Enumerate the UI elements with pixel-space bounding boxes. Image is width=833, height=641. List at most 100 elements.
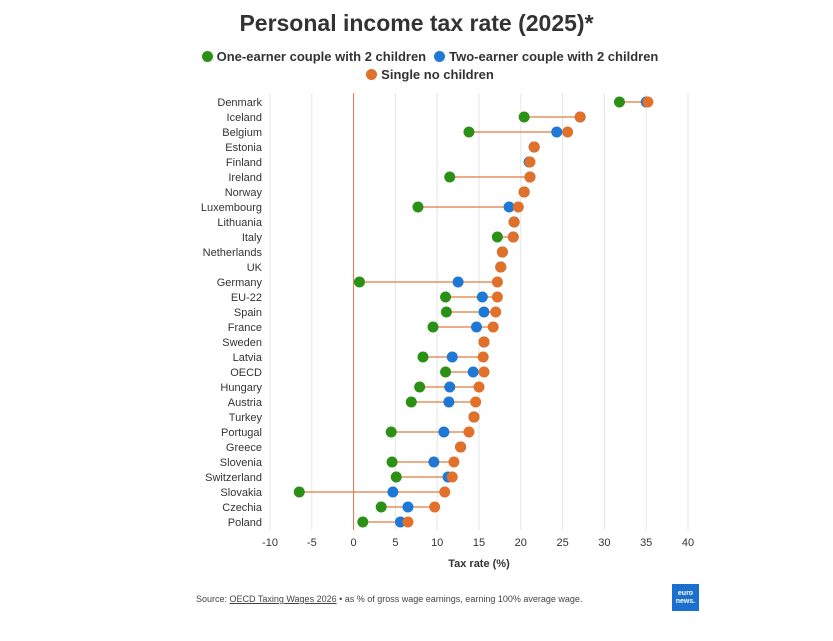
category-label: Slovenia xyxy=(220,457,263,469)
dot-one_earner xyxy=(440,306,452,318)
dot-one_earner xyxy=(427,321,439,333)
category-label: Italy xyxy=(242,232,263,244)
category-label: Poland xyxy=(228,517,262,529)
dot-single xyxy=(562,126,574,138)
category-label: Turkey xyxy=(229,412,263,424)
dot-two_earner xyxy=(387,486,399,498)
category-label: Switzerland xyxy=(205,472,262,484)
dot-single xyxy=(518,186,530,198)
dot-two_earner xyxy=(446,351,458,363)
dot-one_earner xyxy=(353,276,365,288)
x-tick-label: 10 xyxy=(431,537,443,549)
category-label: Belgium xyxy=(222,127,262,139)
dot-single xyxy=(477,351,489,363)
dot-one_earner xyxy=(414,381,426,393)
dot-single xyxy=(508,216,520,228)
category-label: Czechia xyxy=(222,502,263,514)
dot-two_earner xyxy=(428,456,440,468)
dot-single xyxy=(491,291,503,303)
dot-single xyxy=(468,411,480,423)
legend-label-one-earner: One-earner couple with 2 children xyxy=(216,48,427,64)
dot-single xyxy=(512,201,524,213)
x-tick-label: -5 xyxy=(307,537,317,549)
category-label: Estonia xyxy=(225,142,263,154)
dot-one_earner xyxy=(491,231,503,243)
x-tick-label: 20 xyxy=(515,537,527,549)
x-tick-label: 35 xyxy=(640,537,652,549)
dot-one_earner xyxy=(440,291,452,303)
dot-one_earner xyxy=(375,501,387,513)
category-label: Austria xyxy=(228,397,263,409)
dot-one_earner xyxy=(613,96,625,108)
dot-one_earner xyxy=(357,516,369,528)
dot-single xyxy=(470,396,482,408)
x-tick-label: 0 xyxy=(351,537,357,549)
x-tick-label: 25 xyxy=(556,537,568,549)
source-note: Source: OECD Taxing Wages 2026 • as % of… xyxy=(196,594,582,604)
dot-single xyxy=(439,486,451,498)
dot-single xyxy=(642,96,654,108)
euronews-logo: euro news. xyxy=(672,584,699,611)
logo-line-1: euro xyxy=(677,589,694,597)
dot-two_earner xyxy=(402,501,414,513)
dot-single xyxy=(490,306,502,318)
category-label: Ireland xyxy=(228,172,262,184)
dot-two_earner xyxy=(503,201,515,213)
dot-single xyxy=(463,426,475,438)
dot-one_earner xyxy=(518,111,530,123)
dot-single xyxy=(496,246,508,258)
dot-two_earner xyxy=(438,426,450,438)
legend-dot-single xyxy=(366,68,378,80)
legend-row-2: Single no children xyxy=(150,65,710,83)
dot-one_earner xyxy=(440,366,452,378)
category-label: Spain xyxy=(234,307,262,319)
source-link[interactable]: OECD Taxing Wages 2026 xyxy=(229,594,337,604)
dot-one_earner xyxy=(385,426,397,438)
category-label: Norway xyxy=(225,187,263,199)
category-label: Iceland xyxy=(227,112,262,124)
source-suffix: • as % of gross wage earnings, earning 1… xyxy=(336,594,583,604)
legend-item-single[interactable]: Single no children xyxy=(366,67,494,82)
category-label: Portugal xyxy=(221,427,262,439)
dot-two_earner xyxy=(444,381,456,393)
dot-one_earner xyxy=(405,396,417,408)
dot-one_earner xyxy=(293,486,305,498)
chart-title: Personal income tax rate (2025)* xyxy=(239,10,594,36)
category-label: Sweden xyxy=(222,337,262,349)
x-tick-label: 5 xyxy=(392,537,398,549)
dot-single xyxy=(446,471,458,483)
legend-label-single: Single no children xyxy=(381,66,494,82)
dot-one_earner xyxy=(386,456,398,468)
legend-item-one-earner[interactable]: One-earner couple with 2 children xyxy=(201,48,427,64)
category-label: Denmark xyxy=(217,97,262,109)
category-label: Slovakia xyxy=(220,487,262,499)
legend-item-two-earner[interactable]: Two-earner couple with 2 children xyxy=(434,49,658,64)
legend-row-1: One-earner couple with 2 children Two-ea… xyxy=(150,47,710,65)
dot-one_earner xyxy=(412,201,424,213)
dot-single xyxy=(495,261,507,273)
x-tick-label: 15 xyxy=(473,537,485,549)
dot-two_earner xyxy=(476,291,488,303)
dot-one_earner xyxy=(463,126,475,138)
dot-single xyxy=(402,516,414,528)
dot-one_earner xyxy=(390,471,402,483)
source-prefix: Source: xyxy=(196,594,230,604)
logo-line-2: news. xyxy=(675,597,696,605)
x-tick-label: -10 xyxy=(262,537,278,549)
dot-single xyxy=(487,321,499,333)
legend-dot-one-earner xyxy=(201,50,213,62)
category-label: Lithuania xyxy=(217,217,263,229)
dot-single xyxy=(574,111,586,123)
dot-one_earner xyxy=(417,351,429,363)
dot-two_earner xyxy=(478,306,490,318)
category-label: Germany xyxy=(217,277,263,289)
dot-single xyxy=(455,441,467,453)
category-label: Greece xyxy=(226,442,262,454)
x-axis-label: Tax rate (%) xyxy=(448,558,510,570)
x-tick-label: 40 xyxy=(682,537,694,549)
dot-single xyxy=(524,156,536,168)
legend-label-two-earner: Two-earner couple with 2 children xyxy=(449,48,659,64)
dot-single xyxy=(448,456,460,468)
dot-two_earner xyxy=(467,366,479,378)
chart-legend: One-earner couple with 2 children Two-ea… xyxy=(150,47,710,83)
